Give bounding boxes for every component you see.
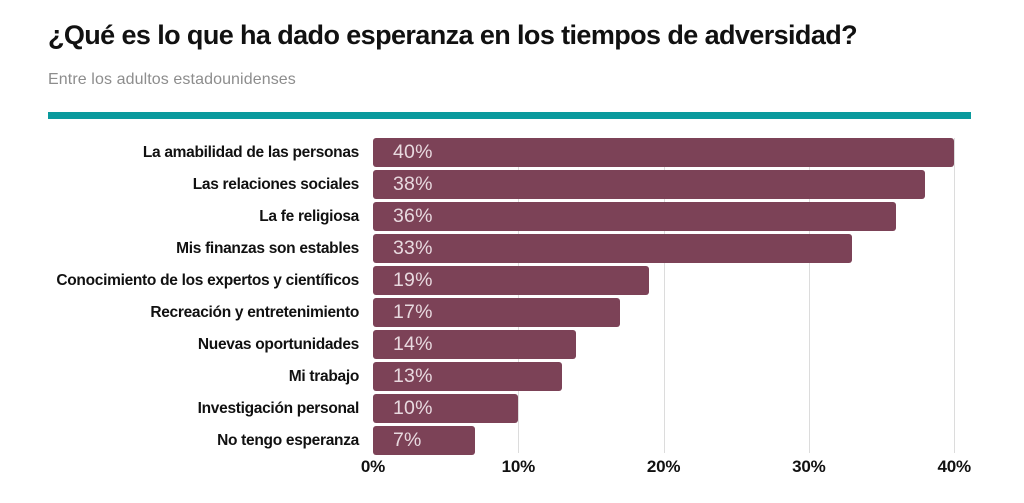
accent-divider bbox=[48, 112, 971, 119]
gridline-40 bbox=[954, 138, 956, 453]
bar: 10% bbox=[373, 394, 519, 423]
bar-value-label: 33% bbox=[393, 237, 433, 259]
bar: 14% bbox=[373, 330, 577, 359]
horizontal-bar-chart: La amabilidad de las personas 40% Las rela… bbox=[0, 138, 1024, 498]
category-label: Conocimiento de los expertos y científic… bbox=[56, 271, 359, 289]
x-tick-label: 30% bbox=[792, 457, 826, 476]
category-label: Recreación y entretenimiento bbox=[150, 303, 359, 321]
x-tick-label: 40% bbox=[937, 457, 971, 476]
bar-value-label: 17% bbox=[393, 301, 433, 323]
category-label: Mi trabajo bbox=[288, 367, 360, 385]
bar: 13% bbox=[373, 362, 562, 391]
bar-row: La fe religiosa 36% bbox=[0, 202, 1024, 231]
category-label: Las relaciones sociales bbox=[192, 175, 360, 193]
chart-title: ¿Qué es lo que ha dado esperanza en los … bbox=[48, 20, 858, 50]
bar-value-label: 10% bbox=[393, 397, 433, 419]
bar-value-label: 14% bbox=[393, 333, 433, 355]
bar-rows: La amabilidad de las personas 40% Las rela… bbox=[0, 138, 1024, 455]
x-tick-label: 10% bbox=[501, 457, 536, 476]
bar-row: Mis finanzas son estables 33% bbox=[0, 234, 1024, 263]
bar-row: Conocimiento de los expertos y científic… bbox=[0, 266, 1024, 295]
bar: 40% bbox=[373, 138, 955, 167]
bar-value-label: 19% bbox=[393, 269, 433, 291]
bar: 19% bbox=[373, 266, 650, 295]
bar: 33% bbox=[373, 234, 853, 263]
x-axis: 0% 10% 20% 30% 40% bbox=[0, 457, 1024, 481]
gridline-20 bbox=[663, 138, 665, 453]
gridline-30 bbox=[808, 138, 810, 453]
category-label: La amabilidad de las personas bbox=[142, 143, 359, 161]
category-label: La fe religiosa bbox=[259, 207, 359, 225]
category-label: Mis finanzas son estables bbox=[176, 239, 359, 257]
bar: 17% bbox=[373, 298, 620, 327]
bar-row: No tengo esperanza 7% bbox=[0, 426, 1024, 455]
chart-subtitle: Entre los adultos estadounidenses bbox=[48, 71, 296, 88]
bar-row: Mi trabajo 13% bbox=[0, 362, 1024, 391]
category-label: Investigación personal bbox=[197, 399, 360, 417]
bar: 7% bbox=[373, 426, 475, 455]
bar-row: Recreación y entretenimiento 17% bbox=[0, 298, 1024, 327]
bar-row: La amabilidad de las personas 40% bbox=[0, 138, 1024, 167]
x-tick-label: 20% bbox=[646, 457, 681, 476]
bar-value-label: 38% bbox=[393, 173, 433, 195]
x-tick-label: 0% bbox=[360, 457, 386, 476]
bar-value-label: 40% bbox=[393, 141, 433, 163]
bar-value-label: 7% bbox=[393, 429, 422, 451]
bar-value-label: 36% bbox=[393, 205, 433, 227]
bar-value-label: 13% bbox=[393, 365, 433, 387]
bar-row: Investigación personal 10% bbox=[0, 394, 1024, 423]
bar: 36% bbox=[373, 202, 897, 231]
bar: 38% bbox=[373, 170, 926, 199]
bar-row: Nuevas oportunidades 14% bbox=[0, 330, 1024, 359]
category-label: No tengo esperanza bbox=[217, 431, 359, 449]
bar-row: Las relaciones sociales 38% bbox=[0, 170, 1024, 199]
gridline-10 bbox=[518, 138, 520, 453]
category-label: Nuevas oportunidades bbox=[197, 335, 359, 353]
